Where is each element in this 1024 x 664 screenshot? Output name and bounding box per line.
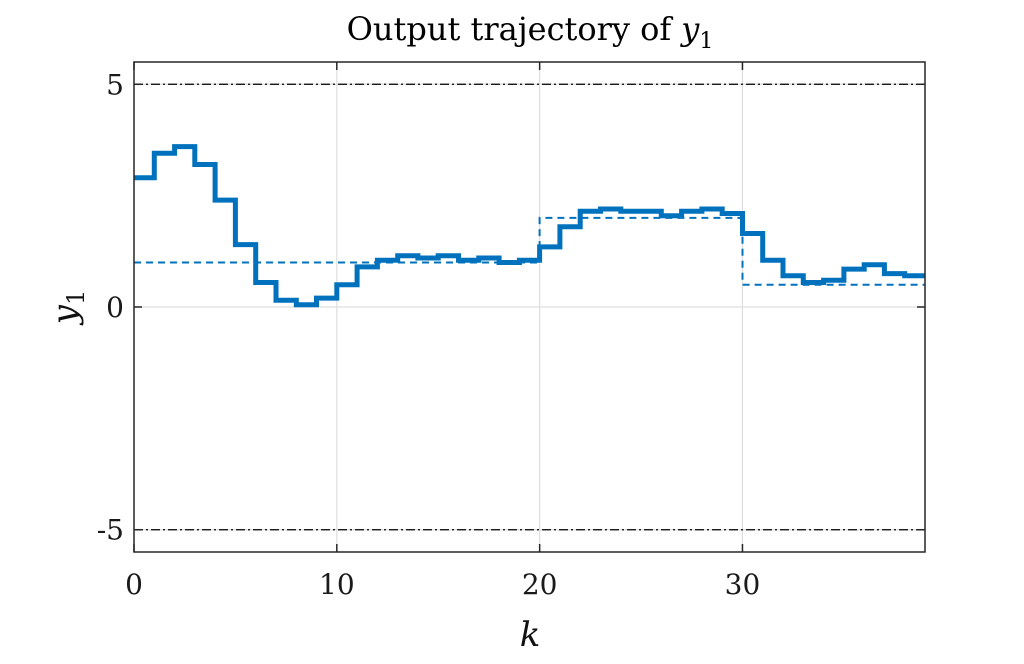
axis-ticks: 0 10 20 30-505: [97, 62, 925, 601]
series-output-line: [134, 144, 925, 308]
y-axis-label-subscript: 1: [62, 290, 90, 305]
chart-title-text: Output trajectory of: [347, 10, 674, 48]
chart-title: Output trajectory of y1: [347, 10, 714, 54]
chart-title-variable: y: [679, 10, 700, 48]
y-tick-label: 0: [106, 291, 124, 324]
constraint-lines: [134, 83, 925, 531]
chart-title-subscript: 1: [699, 29, 713, 54]
series-reference-line: [134, 216, 925, 286]
y-axis-label: y1: [45, 290, 90, 327]
y-tick-label: -5: [97, 514, 124, 547]
x-tick-label: 30: [725, 568, 761, 601]
x-tick-label: 10: [319, 568, 355, 601]
y-tick-label: 5: [106, 68, 124, 101]
y-axis-label-variable: y: [45, 304, 85, 326]
x-axis-label: k: [520, 615, 541, 655]
x-tick-label: 0: [125, 568, 143, 601]
series-layer: [134, 144, 925, 308]
x-tick-label: 20: [522, 568, 558, 601]
